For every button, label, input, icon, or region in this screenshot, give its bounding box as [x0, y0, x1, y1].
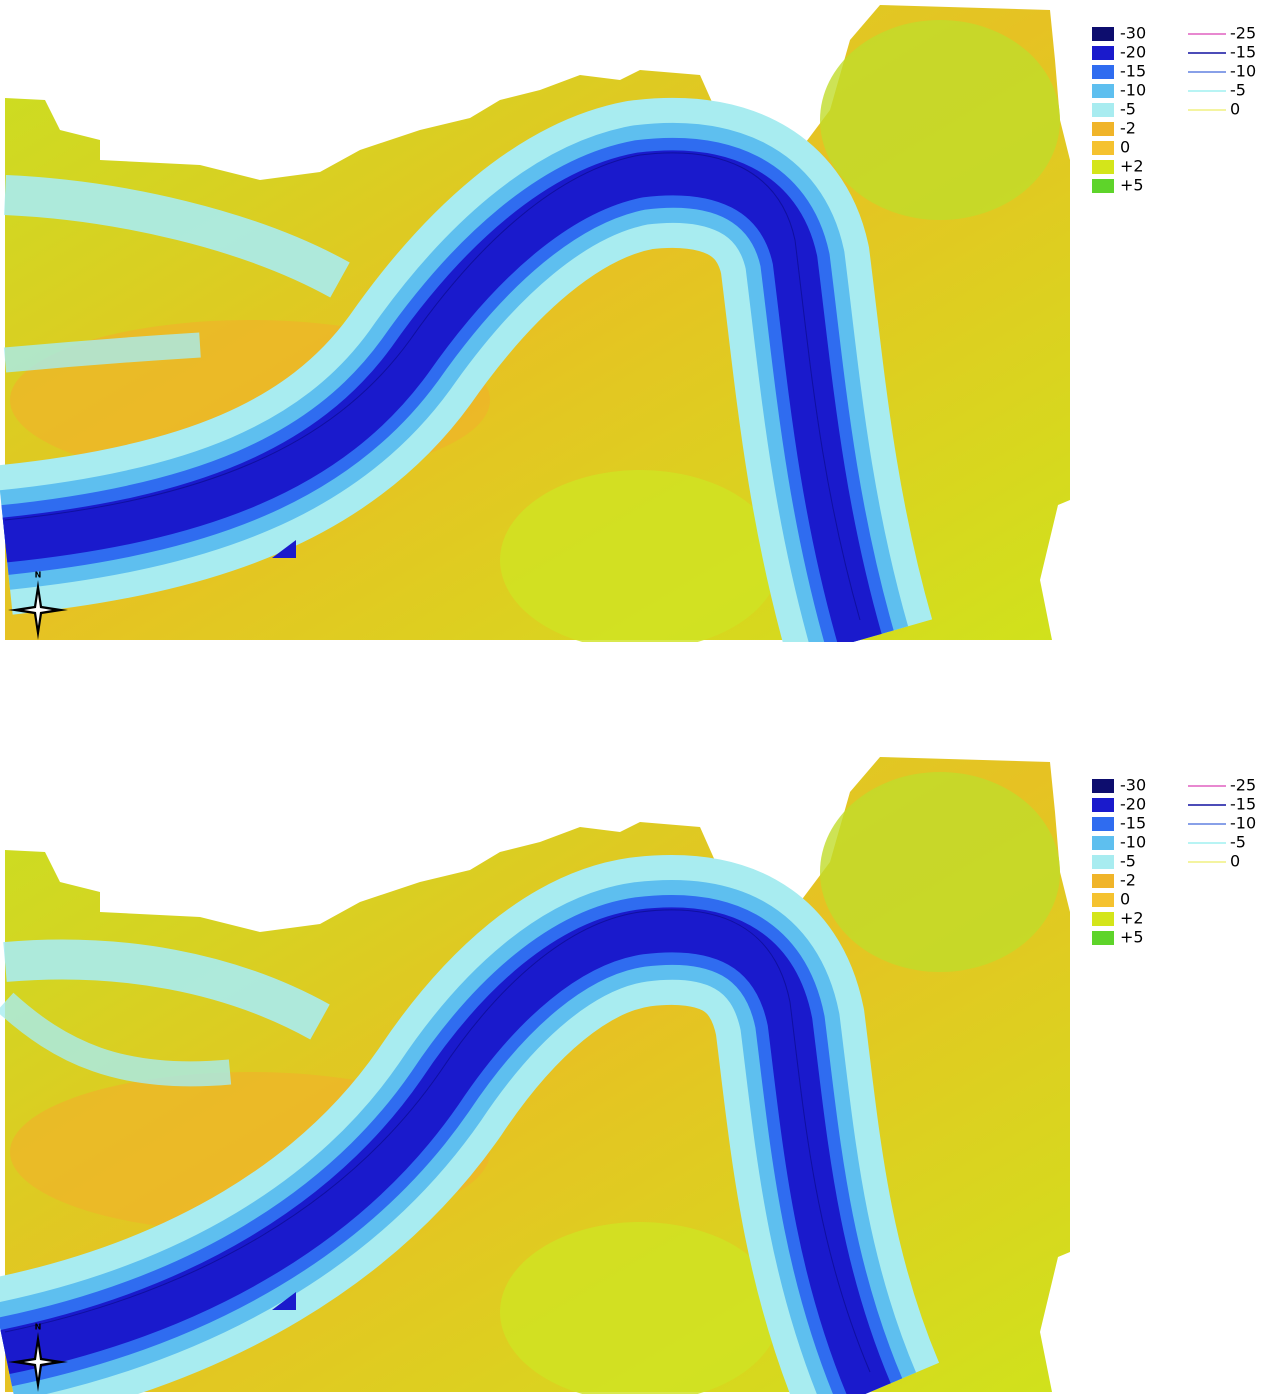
- legend-swatch: [1092, 179, 1114, 193]
- legend-label: -5: [1230, 833, 1246, 852]
- upland: [500, 1222, 780, 1394]
- legend-label: +2: [1120, 909, 1144, 928]
- legend-label: -15: [1230, 43, 1256, 62]
- legend-swatch: [1092, 160, 1114, 174]
- legend-swatch: [1092, 103, 1114, 117]
- legend-label: -5: [1120, 100, 1136, 119]
- legend-swatch: [1092, 122, 1114, 136]
- legend-swatch: [1092, 912, 1114, 926]
- legend-label: +5: [1120, 928, 1144, 947]
- legend-label: -10: [1120, 81, 1146, 100]
- legend-swatch: [1092, 874, 1114, 888]
- legend-label: -10: [1120, 833, 1146, 852]
- legend-swatch: [1092, 779, 1114, 793]
- body: {"maps": [ {"north": "N", "legend_fill":…: [0, 0, 1272, 1394]
- legend-swatch: [1092, 65, 1114, 79]
- legend-swatch: [1092, 855, 1114, 869]
- legend-label: -10: [1230, 814, 1256, 833]
- legend-swatch: [1092, 798, 1114, 812]
- legend-label: +2: [1120, 157, 1144, 176]
- upland: [820, 20, 1060, 220]
- legend-label: -15: [1120, 814, 1146, 833]
- legend-label: -25: [1230, 24, 1256, 43]
- map-panel: N-30-20-15-10-5-20+2+5-25-15-10-50: [0, 0, 1272, 642]
- legend-swatch: [1092, 141, 1114, 155]
- legend-label: 0: [1120, 138, 1130, 157]
- legend-swatch: [1092, 27, 1114, 41]
- legend-label: 0: [1120, 890, 1130, 909]
- legend-label: -15: [1230, 795, 1256, 814]
- legend-swatch: [1092, 931, 1114, 945]
- north-label: N: [35, 571, 42, 580]
- legend-label: 0: [1230, 852, 1240, 871]
- legend-label: -2: [1120, 119, 1136, 138]
- legend-label: +5: [1120, 176, 1144, 195]
- legend-label: -10: [1230, 62, 1256, 81]
- legend-swatch: [1092, 84, 1114, 98]
- legend-swatch: [1092, 817, 1114, 831]
- page: body { margin: 0; width: 1272px; height:…: [0, 0, 1272, 1394]
- north-label: N: [35, 1323, 42, 1332]
- legend-label: -30: [1120, 24, 1146, 43]
- legend-label: -15: [1120, 62, 1146, 81]
- legend-label: -2: [1120, 871, 1136, 890]
- legend-swatch: [1092, 893, 1114, 907]
- upland: [500, 470, 780, 642]
- legend-label: -20: [1120, 43, 1146, 62]
- upland: [820, 772, 1060, 972]
- legend-label: -25: [1230, 776, 1256, 795]
- map-panel: N-30-20-15-10-5-20+2+5-25-15-10-50: [0, 752, 1272, 1394]
- legend-label: -30: [1120, 776, 1146, 795]
- legend-label: -5: [1120, 852, 1136, 871]
- legend-label: -20: [1120, 795, 1146, 814]
- legend-label: 0: [1230, 100, 1240, 119]
- legend-swatch: [1092, 46, 1114, 60]
- legend-swatch: [1092, 836, 1114, 850]
- channel-shallow: [5, 345, 200, 360]
- legend-label: -5: [1230, 81, 1246, 100]
